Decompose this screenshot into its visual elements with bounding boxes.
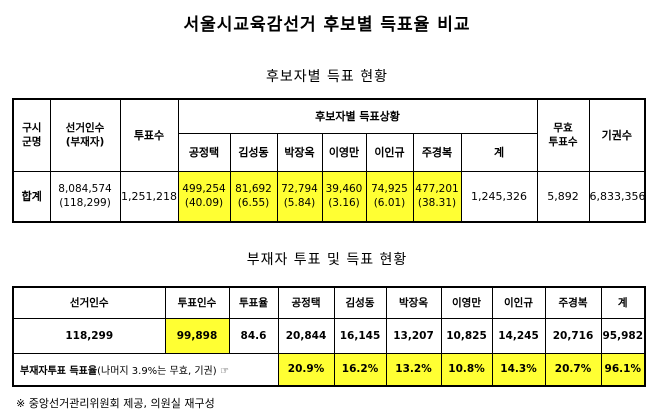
header-total: 계 bbox=[460, 132, 538, 172]
candidate-result: 39,460 (3.16) bbox=[321, 170, 367, 223]
header-candidate: 이인규 bbox=[365, 132, 414, 172]
data-cell: 10,825 bbox=[440, 317, 493, 354]
header-invalid: 무효 투표수 bbox=[536, 98, 590, 172]
source-note: ※ 중앙선거관리위원회 제공, 의원실 재구성 bbox=[16, 397, 215, 410]
header-cell: 이인규 bbox=[491, 286, 546, 319]
header-voters: 선거인수 (부재자) bbox=[49, 98, 121, 172]
header-cell: 이영만 bbox=[440, 286, 493, 319]
header-cell: 주경복 bbox=[544, 286, 602, 319]
data-cell-highlight: 99,898 bbox=[164, 317, 230, 354]
row-total: 1,245,326 bbox=[460, 170, 538, 223]
data-cell: 95,982 bbox=[600, 317, 646, 354]
candidate-result: 72,794 (5.84) bbox=[276, 170, 323, 223]
header-candidate-group: 후보자별 득표상황 bbox=[177, 98, 538, 134]
data-cell: 20,716 bbox=[544, 317, 602, 354]
header-cell: 투표율 bbox=[228, 286, 279, 319]
candidate-result: 477,201 (38.31) bbox=[412, 170, 462, 223]
page-title: 서울시교육감선거 후보별 득표율 비교 bbox=[183, 15, 471, 35]
data-cell: 118,299 bbox=[12, 317, 166, 354]
rate-cell: 20.9% bbox=[277, 352, 335, 387]
rate-cell: 16.2% bbox=[333, 352, 387, 387]
rate-label: 부재자투표 득표율(나머지 3.9%는 무효, 기권) ☞ bbox=[12, 352, 279, 387]
candidate-result: 499,254 (40.09) bbox=[177, 170, 231, 223]
header-cell: 계 bbox=[600, 286, 646, 319]
row-abstain: 6,833,356 bbox=[588, 170, 646, 223]
header-candidate: 박장옥 bbox=[276, 132, 323, 172]
header-cell: 김성동 bbox=[333, 286, 387, 319]
data-cell: 20,844 bbox=[277, 317, 335, 354]
rate-cell: 13.2% bbox=[385, 352, 442, 387]
header-cell: 투표인수 bbox=[164, 286, 230, 319]
rate-cell: 14.3% bbox=[491, 352, 546, 387]
absentee-votes-table: 선거인수 투표인수 투표율 공정택 김성동 박장옥 이영만 이인규 주경복 계 … bbox=[12, 286, 646, 387]
header-cell: 선거인수 bbox=[12, 286, 166, 319]
candidate-votes-table: 구시 군명 선거인수 (부재자) 투표수 후보자별 득표상황 무효 투표수 기권… bbox=[12, 98, 647, 223]
header-candidate: 공정택 bbox=[177, 132, 231, 172]
header-abstain: 기권수 bbox=[588, 98, 646, 172]
rate-cell-total: 96.1% bbox=[600, 352, 646, 387]
header-votes: 투표수 bbox=[119, 98, 179, 172]
data-cell: 84.6 bbox=[228, 317, 279, 354]
header-candidate: 주경복 bbox=[412, 132, 462, 172]
rate-cell: 20.7% bbox=[544, 352, 602, 387]
header-cell: 공정택 bbox=[277, 286, 335, 319]
data-cell: 16,145 bbox=[333, 317, 387, 354]
row-invalid: 5,892 bbox=[536, 170, 590, 223]
table1-subtitle: 후보자별 득표 현황 bbox=[266, 69, 388, 85]
header-candidate: 이영만 bbox=[321, 132, 367, 172]
row-district: 합계 bbox=[12, 170, 51, 223]
row-votes: 1,251,218 bbox=[119, 170, 179, 223]
row-voters: 8,084,574 (118,299) bbox=[49, 170, 121, 223]
rate-label-note: (나머지 3.9%는 무효, 기권) bbox=[97, 365, 217, 377]
data-cell: 14,245 bbox=[491, 317, 546, 354]
header-candidate: 김성동 bbox=[229, 132, 278, 172]
rate-label-bold: 부재자투표 득표율 bbox=[20, 365, 98, 377]
candidate-result: 81,692 (6.55) bbox=[229, 170, 278, 223]
header-district: 구시 군명 bbox=[12, 98, 51, 172]
pointing-hand-icon: ☞ bbox=[220, 365, 230, 377]
table2-subtitle: 부재자 투표 및 득표 현황 bbox=[246, 252, 408, 268]
candidate-result: 74,925 (6.01) bbox=[365, 170, 414, 223]
rate-cell: 10.8% bbox=[440, 352, 493, 387]
data-cell: 13,207 bbox=[385, 317, 442, 354]
header-cell: 박장옥 bbox=[385, 286, 442, 319]
